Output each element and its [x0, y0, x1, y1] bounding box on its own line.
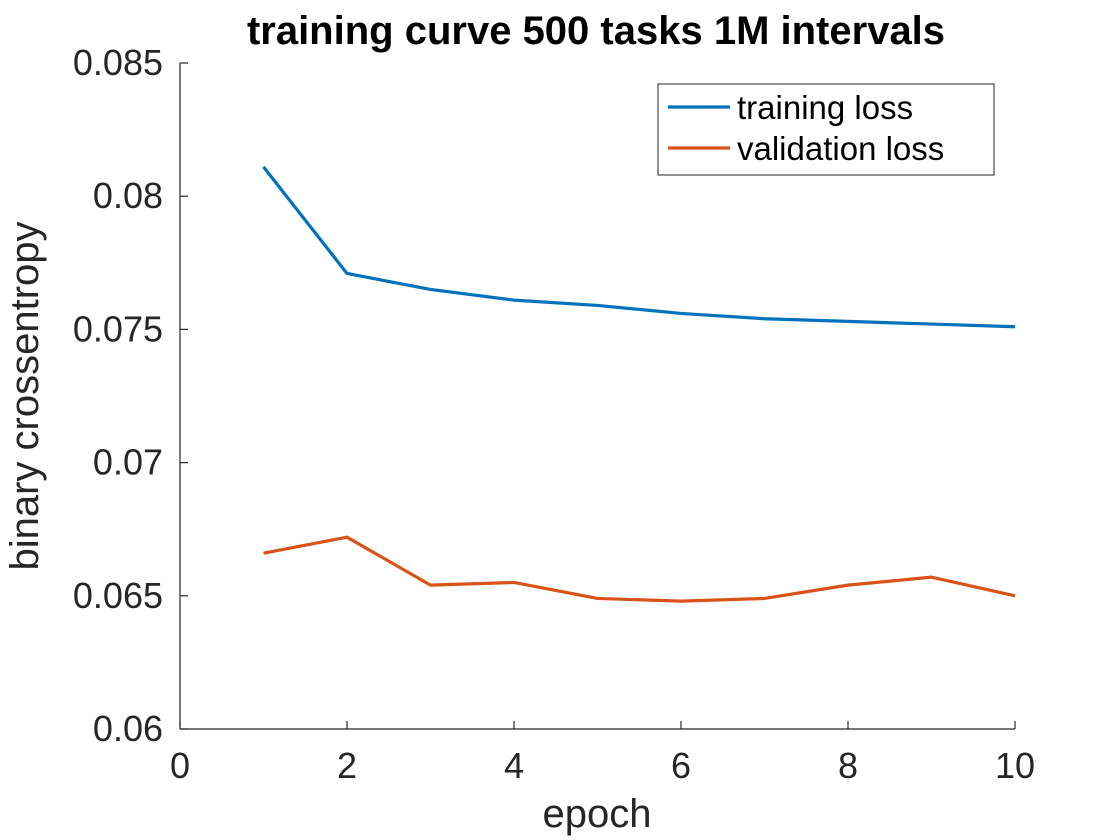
y-tick-label: 0.08 [93, 175, 163, 216]
legend-box [657, 83, 995, 176]
legend-label: training loss [737, 89, 913, 126]
series-line-2 [263, 535, 1016, 603]
x-axis-label: epoch [543, 792, 652, 836]
series-line-1 [262, 165, 1016, 329]
series-layer [262, 165, 1016, 603]
y-tick-label: 0.07 [93, 442, 163, 483]
x-tick-label: 2 [337, 745, 357, 786]
y-axis-label: binary crossentropy [3, 221, 47, 570]
x-tick-label: 8 [838, 745, 858, 786]
x-tick-label: 0 [170, 745, 190, 786]
y-tick-label: 0.065 [73, 575, 163, 616]
x-tick-label: 4 [504, 745, 524, 786]
legend-label: validation loss [737, 130, 944, 167]
y-tick-label: 0.06 [93, 708, 163, 749]
legend: training loss validation loss [657, 83, 995, 176]
y-tick-label: 0.085 [73, 42, 163, 83]
legend-entries: training loss validation loss [668, 89, 944, 167]
x-tick-label: 10 [995, 745, 1035, 786]
y-tick-label: 0.075 [73, 308, 163, 349]
x-tick-label: 6 [671, 745, 691, 786]
x-axis-ticks: 0 2 4 6 8 10 [170, 721, 1035, 786]
chart-title: training curve 500 tasks 1M intervals [247, 9, 945, 53]
y-axis-ticks: 0.06 0.065 0.07 0.075 0.08 0.085 [73, 42, 188, 749]
